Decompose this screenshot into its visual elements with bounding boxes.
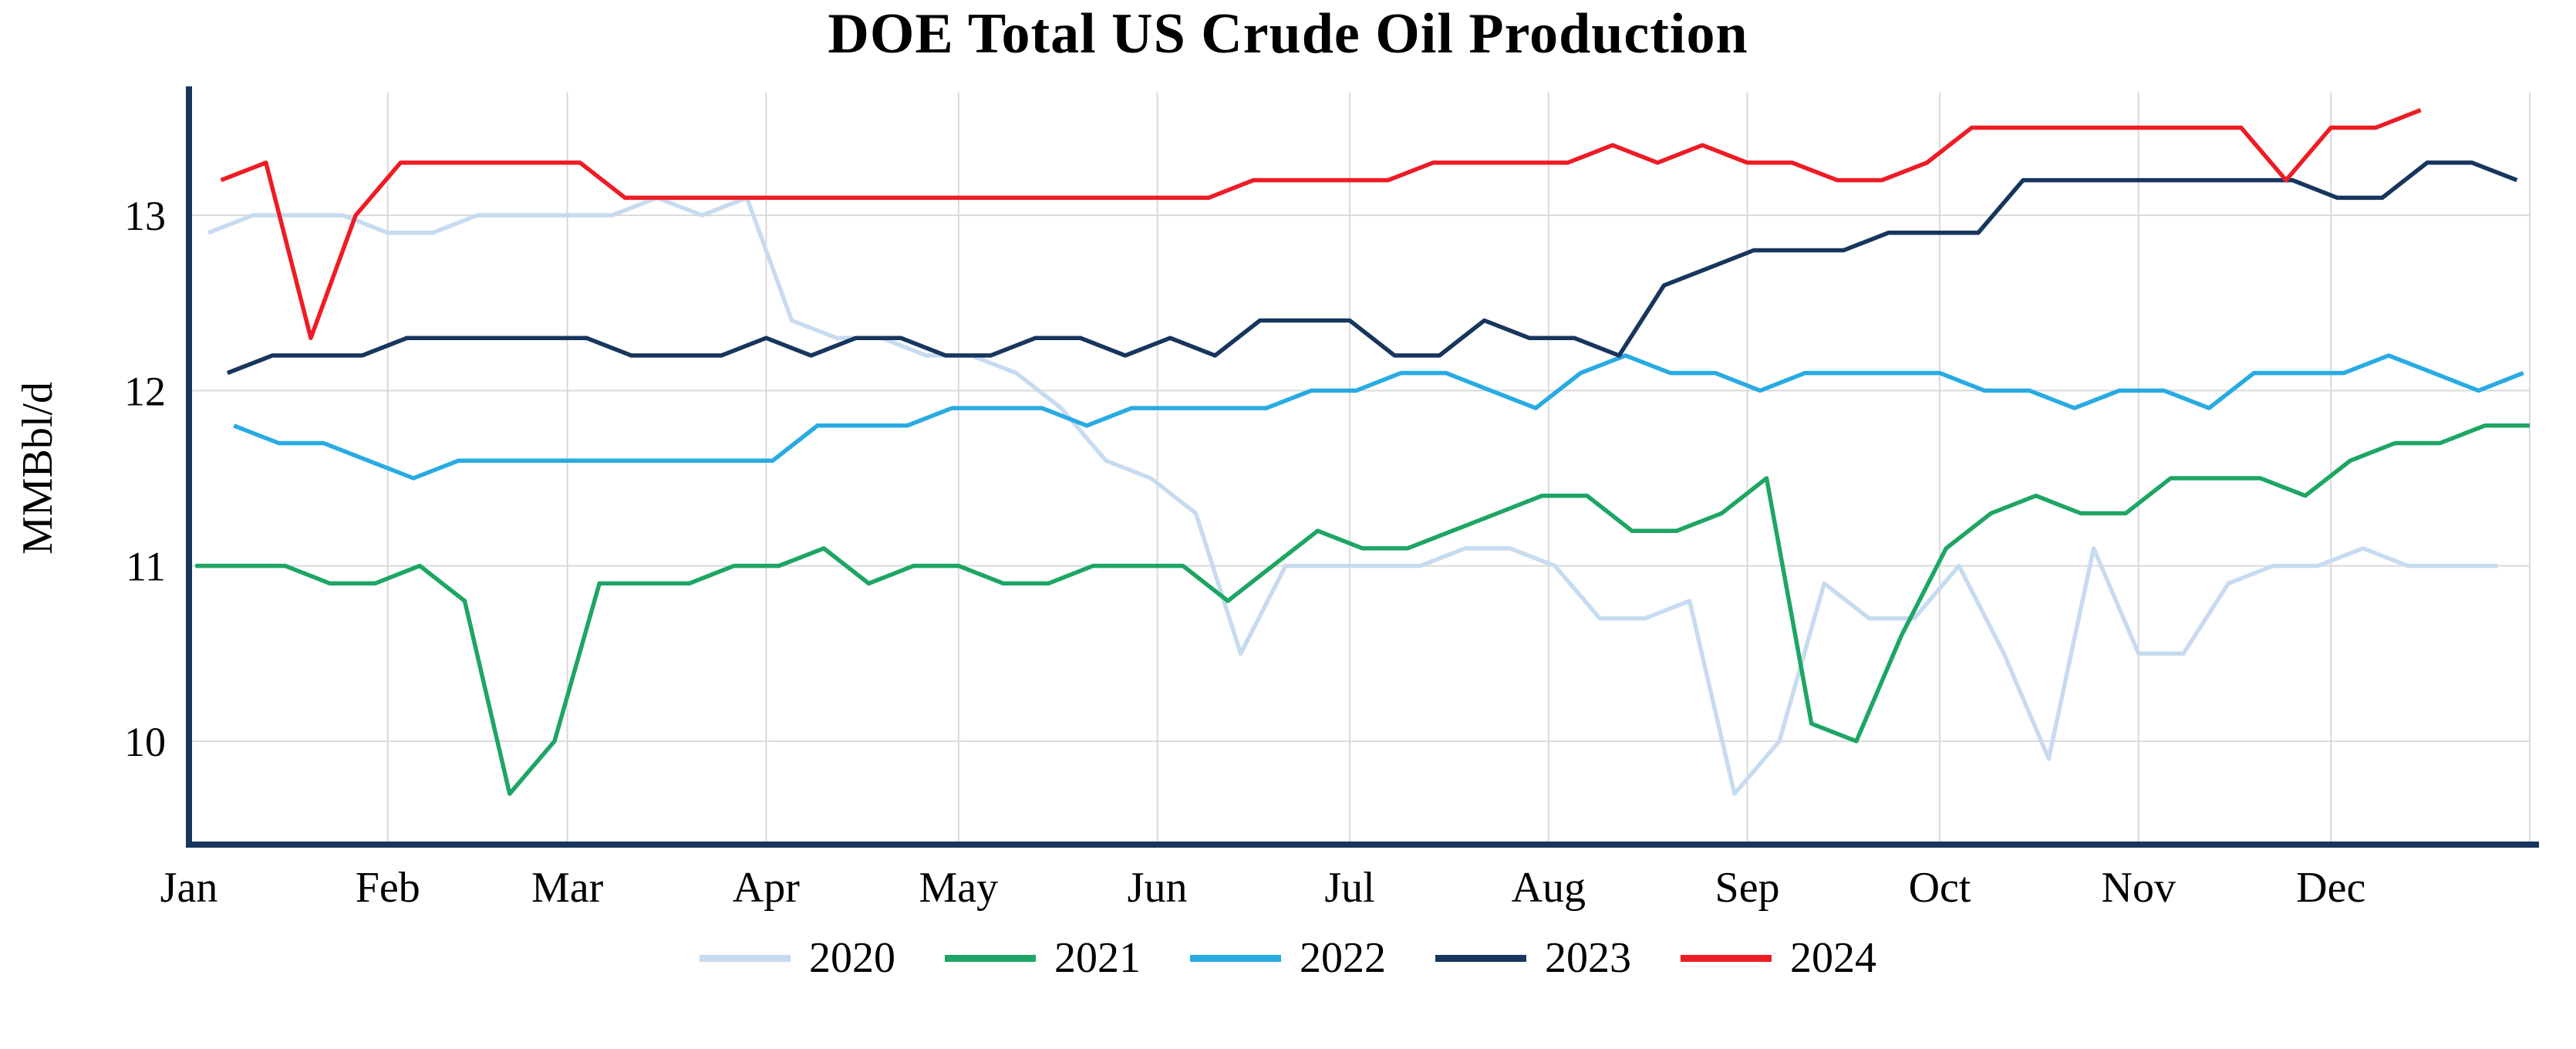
- series-line-2022: [233, 353, 2524, 481]
- x-tick-label: Dec: [2296, 864, 2365, 912]
- legend-label: 2022: [1300, 934, 1386, 982]
- legend-swatch: [700, 954, 791, 962]
- legend-label: 2023: [1545, 934, 1631, 982]
- series-line-2020: [207, 195, 2498, 796]
- legend-swatch: [945, 954, 1036, 962]
- legend-item: 2022: [1190, 933, 1386, 983]
- x-tick-label: Feb: [356, 864, 420, 912]
- x-tick-label: Mar: [531, 864, 604, 912]
- y-tick-label: 10: [124, 719, 166, 765]
- x-tick-label: Apr: [733, 864, 800, 912]
- legend-swatch: [1190, 954, 1281, 962]
- chart-title: DOE Total US Crude Oil Production: [828, 2, 1748, 66]
- legend-label: 2024: [1790, 934, 1876, 982]
- x-tick-label: Oct: [1909, 864, 1971, 912]
- series-line-2024: [220, 108, 2422, 340]
- legend: 2020 2021 2022 2023 2024: [0, 933, 2576, 983]
- legend-item: 2020: [700, 933, 895, 983]
- x-tick-label: Jul: [1324, 864, 1374, 912]
- legend-item: 2023: [1435, 933, 1631, 983]
- legend-label: 2021: [1054, 934, 1141, 982]
- legend-item: 2024: [1681, 933, 1876, 983]
- x-tick-label: Nov: [2102, 864, 2176, 912]
- legend-item: 2021: [945, 933, 1141, 983]
- series-line-2023: [226, 160, 2518, 376]
- x-tick-label: Jun: [1128, 864, 1188, 912]
- plot-area: 10 11 12 13 Jan Feb Mar Apr May Jun Jul Aug Sep Oct No…: [124, 86, 2539, 912]
- legend-swatch: [1435, 954, 1526, 962]
- y-tick-label: 12: [124, 368, 166, 414]
- x-tick-label: Sep: [1715, 864, 1780, 912]
- series-line-2021: [195, 423, 2530, 796]
- legend-swatch: [1681, 954, 1772, 962]
- y-tick-label: 11: [126, 544, 166, 590]
- legend-label: 2020: [809, 934, 895, 982]
- x-tick-label: May: [919, 864, 998, 912]
- x-tick-label: Jan: [160, 864, 218, 912]
- x-tick-label: Aug: [1512, 864, 1586, 912]
- y-tick-label: 13: [124, 193, 166, 239]
